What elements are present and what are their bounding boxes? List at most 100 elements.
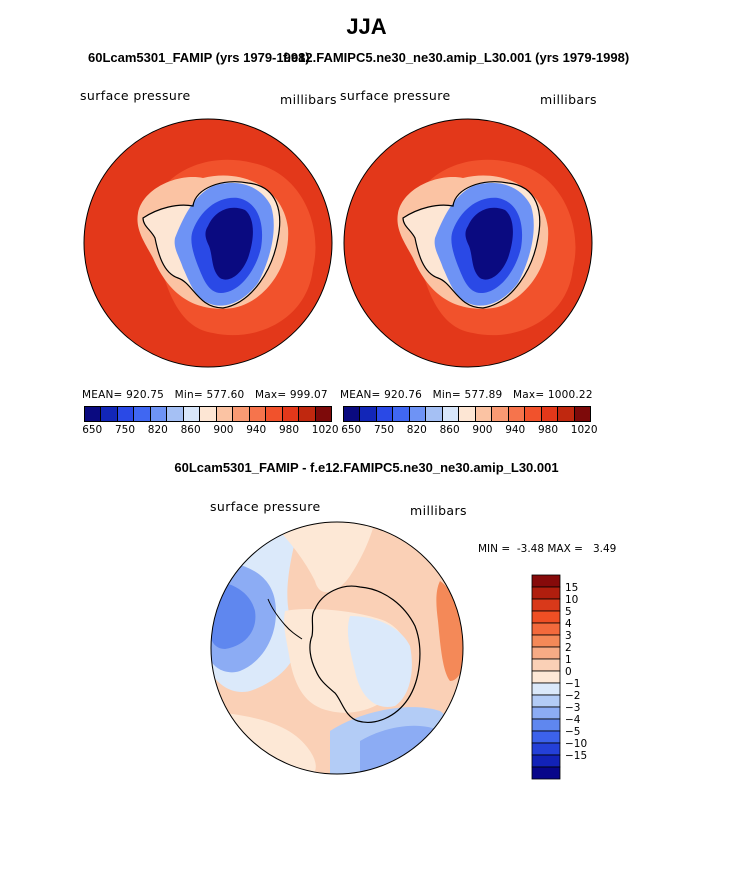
panel1-colorbar-tick: 900 xyxy=(213,424,234,436)
panel1-colorbar-swatch xyxy=(183,407,201,421)
panel1-mean: 920.75 xyxy=(126,389,165,401)
panel1-colorbar-swatch xyxy=(216,407,234,421)
difference-colorbar-swatch xyxy=(531,634,561,648)
difference-colorbar-tick: 3 xyxy=(565,630,572,642)
panel1-header: 60Lcam5301_FAMIP (yrs 1979-1998) xyxy=(88,50,310,65)
panel1-colorbar-swatch xyxy=(249,407,267,421)
panel1-colorbar-swatch xyxy=(299,407,316,421)
difference-colorbar-tick: 5 xyxy=(565,606,572,618)
difference-colorbar-tick: −1 xyxy=(565,678,580,690)
difference-colorbar-tick: 4 xyxy=(565,618,572,630)
panel2-colorbar-swatch xyxy=(344,407,361,421)
difference-colorbar-swatch xyxy=(531,622,561,636)
panel2-units-label: millibars xyxy=(540,92,597,107)
panel2-colorbar-swatch xyxy=(409,407,427,421)
difference-units-label: millibars xyxy=(410,503,467,518)
difference-colorbar-tick: 1 xyxy=(565,654,572,666)
difference-polar-map xyxy=(210,521,464,775)
difference-variable-label: surface pressure xyxy=(210,499,321,514)
difference-colorbar-tick: −4 xyxy=(565,714,581,726)
difference-title: 60Lcam5301_FAMIP - f.e12.FAMIPC5.ne30_ne… xyxy=(174,460,559,475)
difference-colorbar-tick: 15 xyxy=(565,582,578,594)
difference-min: -3.48 xyxy=(516,543,545,555)
panel2-colorbar xyxy=(343,406,591,422)
panel2-colorbar-tick: 750 xyxy=(374,424,395,436)
panel2-colorbar-swatch xyxy=(558,407,575,421)
difference-colorbar-swatch xyxy=(531,718,561,732)
panel1-colorbar-swatch xyxy=(150,407,168,421)
panel1-min: 577.60 xyxy=(206,389,245,401)
panel2-colorbar-tick: 860 xyxy=(439,424,460,436)
panel2-max: 1000.22 xyxy=(547,389,593,401)
difference-colorbar-swatch xyxy=(531,586,561,600)
difference-colorbar-tick: 2 xyxy=(565,642,572,654)
panel2-colorbar-swatch xyxy=(541,407,559,421)
panel1-variable-label: surface pressure xyxy=(80,88,191,103)
panel2-colorbar-swatch xyxy=(360,407,377,421)
panel1-colorbar-swatch xyxy=(167,407,184,421)
panel2-colorbar-swatch xyxy=(426,407,443,421)
difference-colorbar-swatch xyxy=(531,574,561,588)
panel2-colorbar-swatch xyxy=(459,407,476,421)
panel2-colorbar-swatch xyxy=(442,407,460,421)
difference-colorbar-swatch xyxy=(531,646,561,660)
panel1-colorbar-tick: 940 xyxy=(246,424,267,436)
panel1-colorbar-swatch xyxy=(101,407,118,421)
panel1-colorbar-tick: 820 xyxy=(147,424,168,436)
panel1-units-label: millibars xyxy=(280,92,337,107)
panel2-colorbar-tick: 980 xyxy=(538,424,559,436)
panel2-mean: 920.76 xyxy=(384,389,423,401)
panel1-colorbar-tick: 860 xyxy=(180,424,201,436)
difference-colorbar-swatch xyxy=(531,766,561,780)
figure-title: JJA xyxy=(346,14,387,39)
panel1-max: 999.07 xyxy=(289,389,328,401)
difference-colorbar-swatch xyxy=(531,754,561,768)
panel1-colorbar-swatch xyxy=(315,407,332,421)
difference-colorbar-tick: 10 xyxy=(565,594,578,606)
panel1-colorbar-swatch xyxy=(233,407,250,421)
panel2-colorbar-swatch xyxy=(393,407,410,421)
difference-colorbar-tick: −3 xyxy=(565,702,580,714)
difference-colorbar-swatch xyxy=(531,706,561,720)
difference-colorbar-tick: 0 xyxy=(565,666,572,678)
panel2-stats: MEAN= 920.76 Min= 577.89 Max= 1000.22 xyxy=(340,389,593,401)
difference-colorbar-swatch xyxy=(531,670,561,684)
difference-colorbar-swatch xyxy=(531,610,561,624)
panel2-header: f.e12.FAMIPC5.ne30_ne30.amip_L30.001 (yr… xyxy=(283,50,630,65)
panel2-colorbar-swatch xyxy=(574,407,591,421)
panel1-colorbar-tick: 650 xyxy=(82,424,103,436)
panel2-colorbar-swatch xyxy=(508,407,526,421)
panel1-polar-map xyxy=(83,118,333,368)
panel2-colorbar-swatch xyxy=(492,407,509,421)
difference-colorbar-swatch xyxy=(531,730,561,744)
panel1-colorbar-swatch xyxy=(200,407,217,421)
panel2-min: 577.89 xyxy=(464,389,503,401)
difference-colorbar-tick: −2 xyxy=(565,690,580,702)
difference-colorbar-swatch xyxy=(531,694,561,708)
panel2-colorbar-tick: 650 xyxy=(341,424,362,436)
panel2-colorbar-tick: 900 xyxy=(472,424,493,436)
panel1-colorbar-tick: 980 xyxy=(279,424,300,436)
difference-colorbar-tick: −5 xyxy=(565,726,580,738)
panel2-colorbar-swatch xyxy=(475,407,493,421)
panel2-colorbar-tick: 940 xyxy=(505,424,526,436)
panel1-stats: MEAN= 920.75 Min= 577.60 Max= 999.07 xyxy=(82,389,328,401)
panel1-colorbar xyxy=(84,406,332,422)
panel2-colorbar-tick: 1020 xyxy=(570,424,598,436)
difference-colorbar-swatch xyxy=(531,682,561,696)
panel1-colorbar-swatch xyxy=(117,407,135,421)
difference-minmax: MIN = -3.48 MAX = 3.49 xyxy=(478,543,617,555)
panel2-variable-label: surface pressure xyxy=(340,88,451,103)
panel1-colorbar-tick: 750 xyxy=(115,424,136,436)
panel1-colorbar-swatch xyxy=(266,407,283,421)
difference-max: 3.49 xyxy=(592,543,617,555)
panel1-colorbar-swatch xyxy=(134,407,151,421)
panel2-colorbar-tick: 820 xyxy=(406,424,427,436)
difference-colorbar-swatch xyxy=(531,598,561,612)
difference-colorbar-tick: −15 xyxy=(565,750,587,762)
panel1-colorbar-swatch xyxy=(282,407,300,421)
panel1-colorbar-tick: 1020 xyxy=(311,424,339,436)
difference-colorbar-tick: −10 xyxy=(565,738,587,750)
panel1-colorbar-swatch xyxy=(85,407,102,421)
